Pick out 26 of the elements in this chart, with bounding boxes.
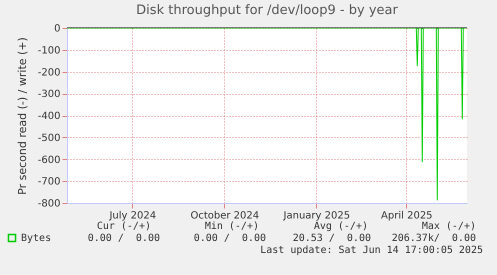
text: Max (-/+) bbox=[422, 221, 476, 233]
text: Last update: Sat Jun 14 17:00:05 2025 bbox=[260, 245, 483, 257]
text: Min (-/+) bbox=[204, 221, 259, 233]
y-tick-label: -100 bbox=[38, 45, 60, 56]
x-tick-label: January 2025 bbox=[282, 210, 350, 222]
y-axis-title: Pr second read (-) / write (+) bbox=[16, 37, 29, 195]
text: Cur (-/+) bbox=[96, 221, 151, 233]
x-tick-label: October 2024 bbox=[190, 210, 260, 222]
y-tick-label: -700 bbox=[38, 176, 60, 188]
y-tick-label: -300 bbox=[38, 89, 60, 100]
y-tick-label: -200 bbox=[38, 67, 60, 78]
y-tick-label: -800 bbox=[38, 198, 60, 210]
x-tick-label: July 2024 bbox=[108, 210, 156, 222]
text: 20.53 / 0.00 bbox=[292, 233, 371, 245]
line-series bbox=[67, 28, 467, 200]
y-tick-label: -500 bbox=[38, 132, 60, 144]
text: 0.00 / 0.00 bbox=[194, 233, 266, 245]
legend-label: Bytes bbox=[21, 233, 52, 244]
y-tick-label: 0 bbox=[54, 24, 60, 34]
y-tick-label: -600 bbox=[38, 154, 60, 166]
text: 206.37k/ 0.00 bbox=[392, 233, 476, 245]
x-tick-label: April 2025 bbox=[381, 210, 433, 222]
text: 0.00 / 0.00 bbox=[88, 233, 160, 245]
y-tick-label: -400 bbox=[38, 111, 60, 122]
text: Avg (-/+) bbox=[314, 221, 368, 233]
chart-title: Disk throughput for /dev/loop9 - by year bbox=[136, 3, 398, 18]
